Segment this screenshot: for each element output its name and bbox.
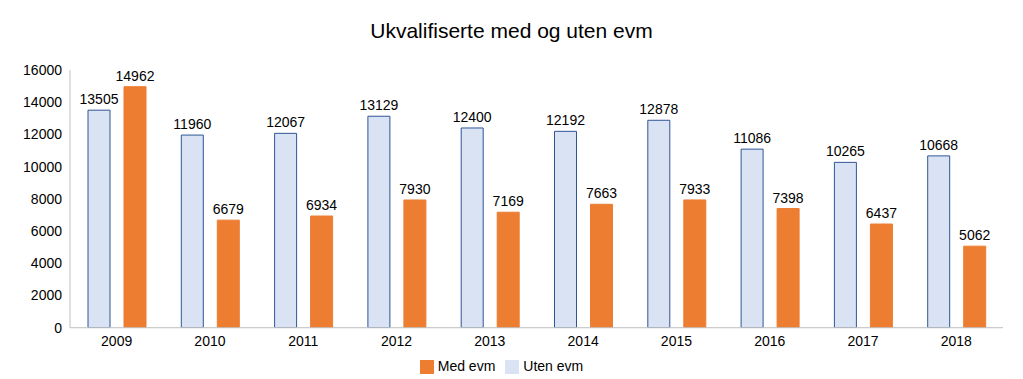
- svg-text:12878: 12878: [639, 101, 678, 117]
- svg-text:7930: 7930: [399, 181, 430, 197]
- svg-text:12192: 12192: [546, 112, 585, 128]
- svg-text:6000: 6000: [31, 223, 62, 239]
- svg-text:2012: 2012: [381, 333, 412, 349]
- svg-text:5062: 5062: [959, 227, 990, 243]
- svg-text:6934: 6934: [306, 197, 337, 213]
- svg-text:14000: 14000: [23, 94, 62, 110]
- svg-text:2014: 2014: [568, 333, 599, 349]
- svg-text:2017: 2017: [847, 333, 878, 349]
- svg-text:2013: 2013: [474, 333, 505, 349]
- svg-text:6437: 6437: [866, 205, 897, 221]
- svg-text:7663: 7663: [586, 185, 617, 201]
- svg-text:2016: 2016: [754, 333, 785, 349]
- svg-text:11086: 11086: [733, 130, 771, 146]
- svg-text:2000: 2000: [31, 287, 62, 303]
- html-text:Uten evm: Uten evm: [523, 357, 584, 374]
- svg-text:4000: 4000: [31, 255, 62, 271]
- svg-text:2018: 2018: [941, 333, 972, 349]
- svg-text:16000: 16000: [23, 62, 62, 78]
- svg-text:6679: 6679: [213, 201, 244, 217]
- svg-text:7169: 7169: [493, 193, 524, 209]
- svg-text:10000: 10000: [23, 159, 62, 175]
- svg-text:12400: 12400: [453, 109, 492, 125]
- svg-text:12000: 12000: [23, 126, 62, 142]
- svg-text:12067: 12067: [266, 114, 305, 130]
- svg-text:2009: 2009: [101, 333, 132, 349]
- svg-text:2010: 2010: [194, 333, 225, 349]
- html-text:Med evm: Med evm: [437, 357, 496, 374]
- svg-text:13505: 13505: [80, 91, 119, 107]
- svg-text:2011: 2011: [288, 333, 318, 349]
- svg-text:11960: 11960: [173, 116, 211, 132]
- svg-text:8000: 8000: [31, 191, 62, 207]
- svg-text:7933: 7933: [679, 181, 710, 197]
- svg-text:2015: 2015: [661, 333, 692, 349]
- svg-text:10265: 10265: [826, 143, 865, 159]
- html-text:Ukvalifiserte med og uten evm: Ukvalifiserte med og uten evm: [370, 19, 653, 42]
- svg-text:14962: 14962: [116, 68, 155, 84]
- svg-text:7398: 7398: [773, 190, 804, 206]
- svg-text:13129: 13129: [359, 97, 398, 113]
- svg-text:0: 0: [54, 320, 62, 336]
- svg-text:10668: 10668: [919, 137, 958, 153]
